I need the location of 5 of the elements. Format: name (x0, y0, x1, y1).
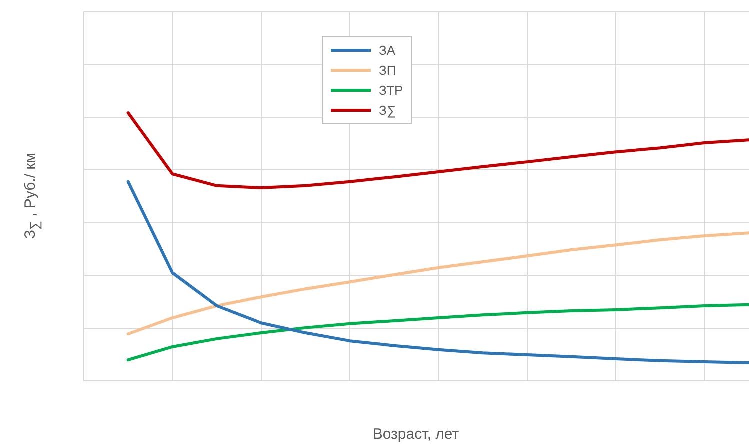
legend-label: ЗА (379, 42, 396, 58)
legend-label: ЗП (379, 62, 396, 78)
x-axis-title: Возраст, лет (372, 426, 460, 443)
legend-label: ЗТР (379, 82, 404, 98)
legend-label: З∑ (379, 102, 396, 118)
